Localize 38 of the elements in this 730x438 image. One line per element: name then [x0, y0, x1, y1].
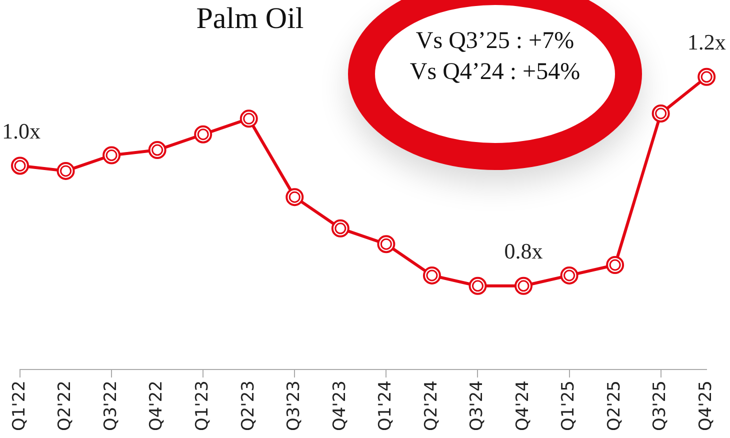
point	[468, 276, 487, 295]
x-tick-label: Q3'24	[467, 380, 488, 432]
x-tick-label: Q3'25	[650, 380, 670, 432]
point	[331, 219, 350, 238]
x-tick-label: Q2'22	[55, 380, 76, 432]
x-tick-label: Q3'22	[100, 380, 121, 432]
point	[422, 266, 441, 284]
point	[286, 188, 304, 206]
data-label: 0.8x	[504, 238, 543, 264]
x-tick-label: Q4'25	[696, 380, 716, 432]
point	[606, 256, 624, 274]
data-label: 1.0x	[2, 118, 40, 144]
point	[514, 276, 533, 295]
text: Vs Q3’25 : +7%	[414, 27, 576, 56]
point	[560, 266, 578, 284]
x-tick-label: Q1'25	[558, 380, 579, 432]
x-tick-label: Q4'22	[146, 380, 167, 432]
point	[698, 68, 716, 86]
x-tick-label: Q1'23	[192, 380, 213, 432]
point	[11, 156, 29, 175]
point	[194, 125, 212, 144]
point	[652, 104, 670, 122]
x-tick-label: Q3'23	[284, 380, 304, 432]
point	[56, 162, 75, 180]
data-label: 1.2x	[687, 30, 726, 55]
x-tick-label: Q2'23	[238, 380, 258, 432]
point	[102, 146, 121, 164]
x-tick-label: Q4'24	[512, 380, 533, 432]
annotation: Vs Q4’24 : +54%	[408, 58, 582, 87]
point	[148, 141, 166, 160]
point	[377, 235, 396, 254]
x-tick-label: Q2'25	[604, 380, 624, 432]
x-tick-label: Q1'24	[376, 380, 396, 432]
x-tick-label: Q4'23	[330, 380, 350, 432]
x-tick-label: Q1'22	[9, 380, 30, 432]
chart-title: Palm Oil	[195, 2, 305, 36]
x-tick-label: Q2'24	[421, 380, 442, 432]
point	[240, 110, 258, 128]
